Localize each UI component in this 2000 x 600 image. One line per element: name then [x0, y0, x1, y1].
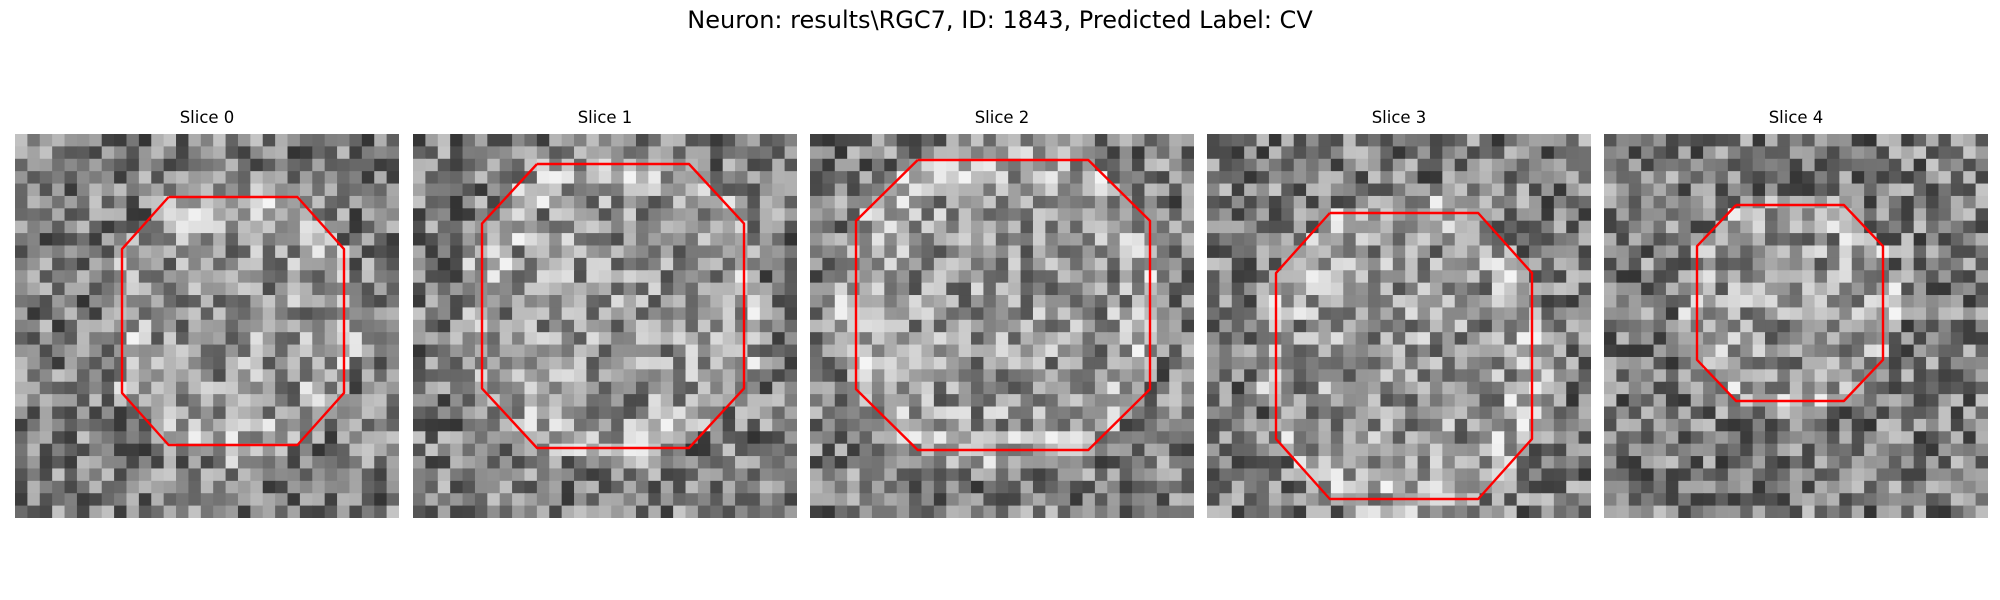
roi-outline-2 — [854, 158, 1152, 452]
slice-title-3: Slice 3 — [1371, 108, 1427, 127]
figure-title: Neuron: results\RGC7, ID: 1843, Predicte… — [687, 6, 1313, 34]
roi-outline-4 — [1695, 203, 1885, 403]
roi-outline-1 — [480, 162, 746, 450]
slice-image-1 — [413, 134, 797, 518]
slice-title-0: Slice 0 — [179, 108, 235, 127]
roi-outline-3 — [1274, 211, 1534, 501]
slice-image-4 — [1604, 134, 1988, 518]
slice-title-4: Slice 4 — [1768, 108, 1824, 127]
slice-image-0 — [15, 134, 399, 518]
slice-title-1: Slice 1 — [577, 108, 633, 127]
roi-outline-0 — [120, 195, 346, 447]
slice-title-2: Slice 2 — [974, 108, 1030, 127]
slice-image-3 — [1207, 134, 1591, 518]
slice-image-2 — [810, 134, 1194, 518]
